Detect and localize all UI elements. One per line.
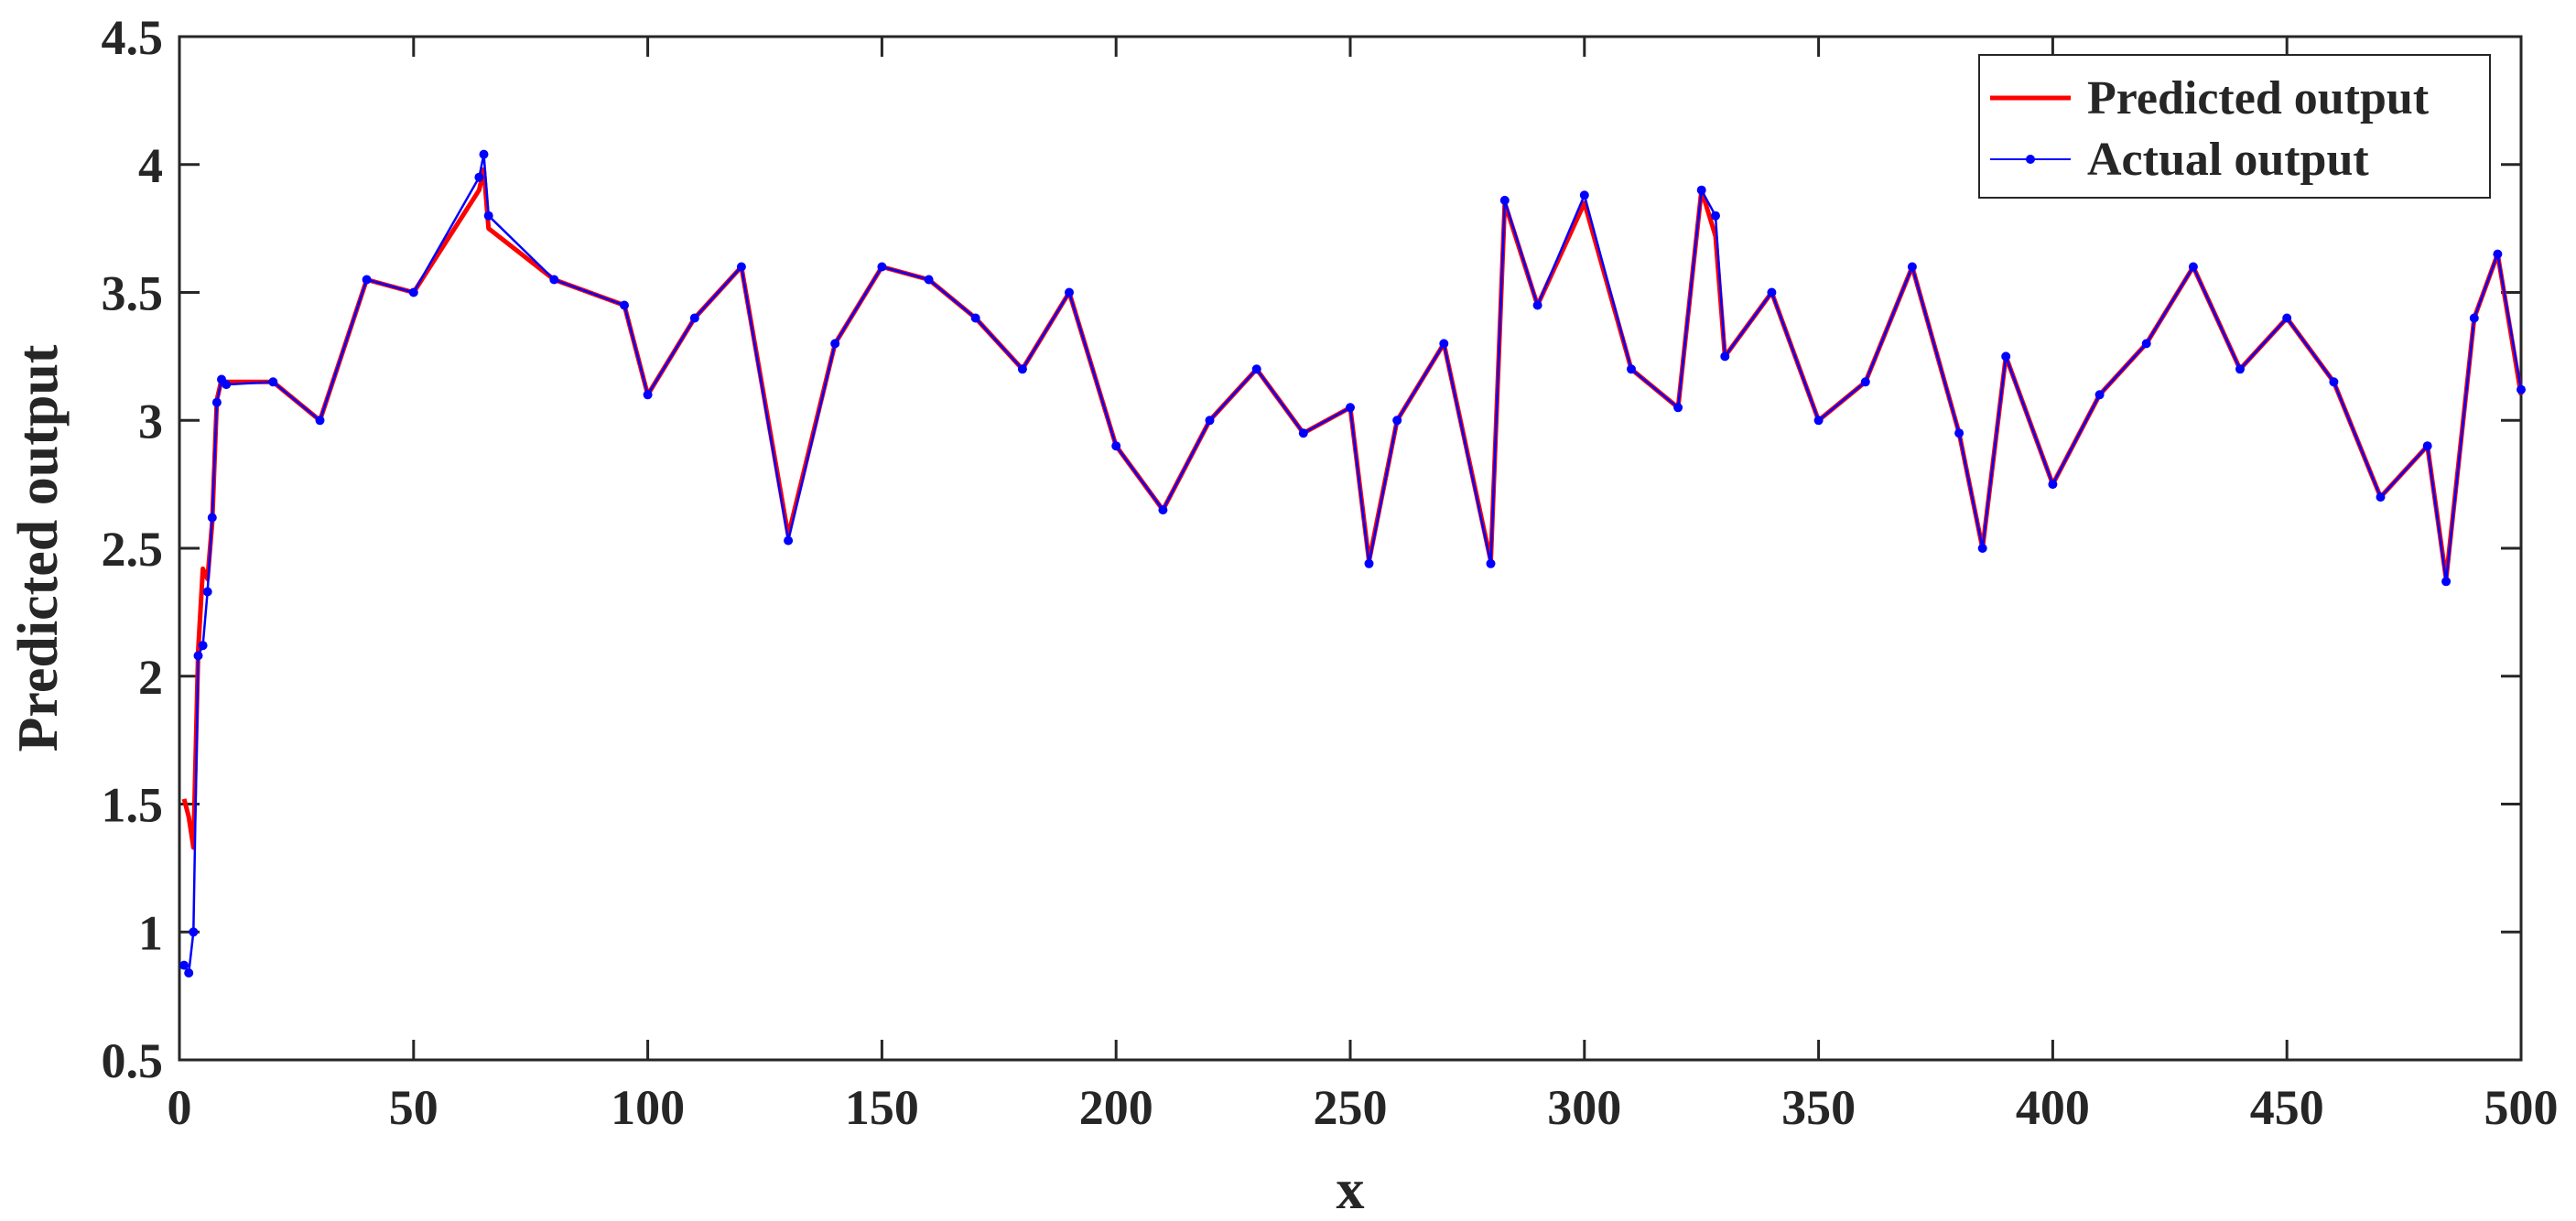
data-point-actual-output — [1711, 211, 1720, 221]
x-tick-label: 50 — [389, 1080, 438, 1135]
data-point-actual-output — [2235, 364, 2245, 374]
data-point-actual-output — [1532, 300, 1542, 310]
data-point-actual-output — [193, 651, 203, 661]
data-point-actual-output — [1205, 416, 1215, 426]
legend-label-actual: Actual output — [2087, 134, 2369, 186]
plot-area — [178, 35, 2523, 1062]
data-point-actual-output — [1346, 403, 1355, 413]
data-point-actual-output — [211, 397, 222, 407]
data-point-actual-output — [1627, 364, 1636, 374]
data-point-actual-output — [1860, 377, 1870, 387]
data-point-actual-output — [1111, 441, 1121, 451]
data-point-actual-output — [970, 313, 980, 323]
y-tick-label: 4 — [138, 138, 163, 193]
data-point-actual-output — [207, 513, 217, 523]
data-point-actual-output — [2188, 262, 2198, 272]
x-axis-title: x — [1337, 1159, 1365, 1216]
y-tick-label: 1.5 — [102, 778, 164, 833]
data-point-actual-output — [483, 211, 493, 221]
data-point-actual-output — [2422, 441, 2432, 451]
x-tick-label: 500 — [2484, 1080, 2559, 1135]
data-point-actual-output — [877, 262, 887, 272]
x-tick-label: 450 — [2250, 1080, 2324, 1135]
data-point-actual-output — [1364, 558, 1374, 568]
x-tick-label: 300 — [1547, 1080, 1621, 1135]
data-point-actual-output — [222, 380, 232, 390]
legend-box — [1978, 54, 2491, 199]
data-point-actual-output — [268, 377, 278, 387]
x-tick-label: 200 — [1079, 1080, 1153, 1135]
legend-label-predicted: Predicted output — [2087, 72, 2430, 124]
y-tick-label: 0.5 — [102, 1033, 164, 1088]
legend-marker-actual — [2026, 155, 2035, 164]
data-point-actual-output — [1499, 195, 1510, 205]
data-point-actual-output — [2469, 313, 2479, 323]
data-point-actual-output — [2282, 313, 2292, 323]
data-point-actual-output — [198, 641, 208, 651]
data-point-actual-output — [474, 172, 484, 182]
data-point-actual-output — [408, 287, 418, 297]
data-point-actual-output — [1486, 558, 1496, 568]
data-point-actual-output — [620, 300, 629, 310]
data-point-actual-output — [1673, 403, 1683, 413]
data-point-actual-output — [2376, 492, 2386, 502]
data-point-actual-output — [1767, 287, 1777, 297]
data-point-actual-output — [2141, 339, 2151, 349]
y-axis-title: Predicted output — [7, 344, 70, 751]
y-tick-label: 3.5 — [102, 266, 164, 321]
data-point-actual-output — [1579, 190, 1589, 200]
data-point-actual-output — [2048, 480, 2058, 490]
y-axis-ticks: 0.5 1 1.5 2 2.5 3 3.5 4 4.5 — [102, 10, 2521, 1088]
x-tick-label: 400 — [2016, 1080, 2090, 1135]
y-tick-label: 1 — [138, 905, 163, 960]
data-point-actual-output — [1251, 364, 1261, 374]
data-point-actual-output — [179, 960, 189, 970]
data-point-actual-output — [1392, 416, 1402, 426]
x-tick-label: 350 — [1781, 1080, 1856, 1135]
data-point-actual-output — [1017, 364, 1027, 374]
data-point-actual-output — [736, 262, 746, 272]
x-tick-label: 150 — [845, 1080, 919, 1135]
data-point-actual-output — [2329, 377, 2339, 387]
data-point-actual-output — [2516, 384, 2526, 394]
data-point-actual-output — [2094, 390, 2105, 400]
data-point-actual-output — [2493, 249, 2503, 259]
data-point-actual-output — [189, 927, 199, 937]
data-point-actual-output — [1696, 185, 1706, 195]
data-point-actual-output — [830, 339, 840, 349]
data-point-actual-output — [549, 275, 559, 285]
data-point-actual-output — [784, 535, 794, 546]
data-point-actual-output — [1813, 416, 1824, 426]
data-point-actual-output — [1907, 262, 1917, 272]
data-point-actual-output — [2441, 577, 2452, 587]
data-point-actual-output — [202, 587, 212, 597]
data-point-actual-output — [643, 390, 653, 400]
data-point-actual-output — [479, 149, 489, 159]
data-point-actual-output — [1954, 428, 1964, 438]
y-tick-label: 2 — [138, 650, 163, 705]
data-point-actual-output — [924, 275, 934, 285]
y-tick-label: 2.5 — [102, 522, 164, 577]
data-point-actual-output — [184, 968, 194, 978]
x-tick-label: 100 — [611, 1080, 685, 1135]
data-point-actual-output — [1298, 428, 1308, 438]
y-tick-label: 3 — [138, 394, 163, 448]
data-point-actual-output — [1439, 339, 1449, 349]
legend: Predicted output Actual output — [1978, 54, 2491, 199]
data-point-actual-output — [315, 416, 325, 426]
data-point-actual-output — [1065, 287, 1074, 297]
data-point-actual-output — [1158, 505, 1168, 515]
data-point-actual-output — [1977, 544, 1987, 553]
series-layer — [179, 149, 2526, 978]
data-point-actual-output — [362, 275, 372, 285]
data-point-actual-output — [689, 313, 699, 323]
data-point-actual-output — [2001, 351, 2011, 362]
x-tick-label: 0 — [168, 1080, 192, 1135]
x-tick-label: 250 — [1314, 1080, 1388, 1135]
x-axis-ticks: 0 50 100 150 200 250 300 350 400 450 500 — [168, 37, 2559, 1135]
data-point-actual-output — [1720, 351, 1730, 362]
y-tick-label: 4.5 — [102, 10, 164, 65]
